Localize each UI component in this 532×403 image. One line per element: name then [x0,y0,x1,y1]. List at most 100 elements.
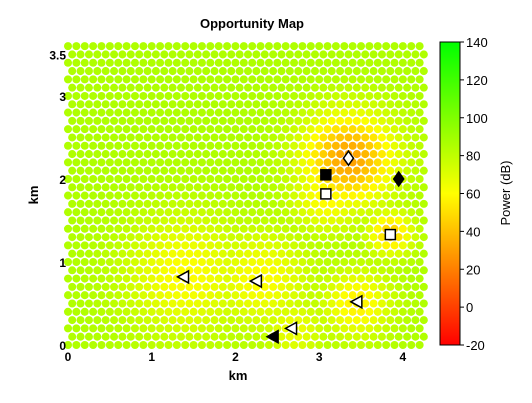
power-cell [214,208,223,217]
power-cell [126,282,135,291]
power-cell [248,241,257,250]
power-cell [315,208,324,217]
power-cell [118,249,127,258]
power-cell [419,299,428,308]
power-cell [68,233,77,242]
power-cell [415,208,424,217]
power-cell [202,183,211,192]
power-cell [269,233,278,242]
power-cell [63,58,73,67]
power-cell [76,133,85,142]
power-cell [147,91,156,100]
power-cell [398,324,407,333]
power-cell [277,100,286,109]
power-cell [252,183,261,192]
power-cell [122,257,131,267]
power-cell [151,133,160,142]
power-cell [315,58,324,67]
power-cell [101,150,110,159]
power-cell [248,141,257,150]
power-cell [365,274,374,283]
power-cell [386,183,395,192]
power-cell [122,42,131,51]
power-cell [415,191,424,200]
colorbar-tick-label: 20 [466,262,480,277]
power-cell [202,150,211,159]
power-cell [218,316,227,325]
power-cell [369,199,378,208]
power-cell [310,133,319,142]
power-cell [369,299,378,308]
power-cell [319,299,328,308]
power-cell [331,340,340,350]
power-cell [285,316,294,325]
power-cell [239,42,248,51]
power-cell [235,150,244,159]
power-cell [252,50,261,59]
power-cell [336,299,345,308]
power-cell [357,174,366,183]
power-cell [206,257,215,267]
power-cell [315,340,324,350]
power-cell [357,58,366,67]
power-cell [172,208,181,217]
power-cell [315,257,324,267]
power-cell [101,199,110,208]
power-cell [114,241,123,250]
power-cell [235,100,244,109]
power-cell [269,83,278,92]
power-cell [386,266,395,275]
power-cell [248,174,257,183]
power-cell [411,282,420,291]
power-cell [281,340,290,350]
power-cell [68,150,77,159]
power-cell [114,208,123,217]
power-cell [394,166,403,175]
power-cell [227,316,236,325]
power-cell [147,174,156,183]
power-cell [118,316,127,325]
power-cell [264,158,273,167]
power-cell [319,116,328,125]
power-cell [101,316,110,325]
power-cell [110,100,119,109]
power-cell [361,249,370,258]
power-cell [72,158,81,167]
power-cell [72,291,81,300]
power-cell [344,299,353,308]
power-cell [177,282,186,291]
power-cell [369,332,378,341]
power-cell [122,191,131,200]
power-cell [156,125,165,134]
power-cell [390,291,399,300]
power-cell [80,340,89,350]
power-cell [281,58,290,67]
power-cell [298,91,307,100]
power-cell [264,91,273,100]
power-cell [357,108,366,117]
power-cell [361,166,370,175]
power-cell [269,316,278,325]
power-cell [122,307,131,316]
power-cell [290,75,299,84]
power-cell [373,141,382,150]
power-cell [239,91,248,100]
power-cell [227,183,236,192]
power-cell [185,183,194,192]
power-cell [214,241,223,250]
power-cell [231,274,240,283]
power-cell [210,249,219,258]
power-cell [340,42,349,51]
power-cell [89,307,98,316]
power-cell [340,324,349,333]
power-cell [285,299,294,308]
power-cell [76,282,85,291]
power-cell [357,125,366,134]
power-cell [89,241,98,250]
power-cell [403,249,412,258]
power-cell [80,91,89,100]
power-cell [218,116,227,125]
power-cell [97,224,106,233]
power-cell [168,100,177,109]
